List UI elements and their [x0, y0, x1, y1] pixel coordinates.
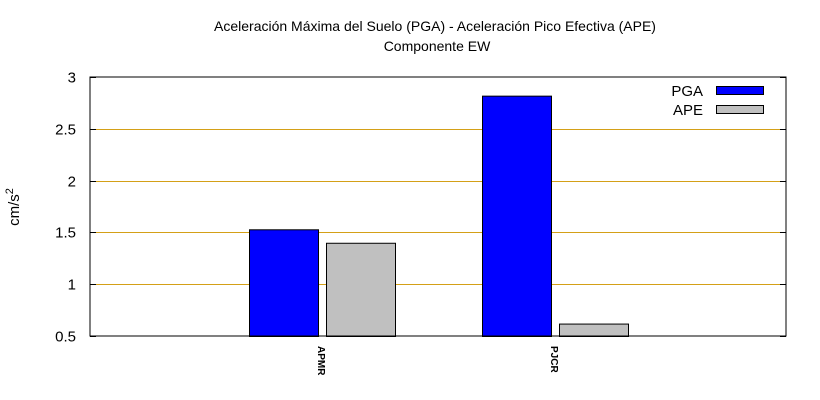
- legend-swatch-ape: [716, 105, 764, 114]
- bar-ape-pjcr: [559, 323, 629, 337]
- y-tick-label: 2.5: [55, 122, 76, 139]
- legend-label-ape: APE: [673, 102, 703, 119]
- bars: [249, 95, 629, 338]
- chart-subtitle: Componente EW: [384, 38, 491, 54]
- x-axis-categories: APMR PJCR: [315, 346, 559, 376]
- y-tick-label: 1.5: [55, 225, 76, 242]
- y-tick-label: 3: [68, 70, 76, 87]
- chart-title: Aceleración Máxima del Suelo (PGA) - Ace…: [214, 18, 656, 34]
- bar-pga-apmr: [249, 229, 319, 338]
- bar-pga-pjcr: [482, 95, 552, 338]
- y-axis-label-base: cm/s: [6, 194, 23, 226]
- y-axis-ticks: 0.5 1 1.5 2 2.5 3: [55, 70, 786, 346]
- x-category-label: APMR: [315, 346, 326, 376]
- legend-swatch-pga: [716, 86, 764, 95]
- legend: PGA APE: [671, 83, 764, 119]
- bar-ape-apmr: [326, 242, 396, 337]
- y-tick-label: 0.5: [55, 329, 76, 346]
- y-tick-label: 2: [68, 174, 76, 191]
- grid-lines: [90, 129, 786, 285]
- y-axis-label: cm/s2: [4, 188, 23, 226]
- y-axis-label-exponent: 2: [4, 188, 16, 194]
- plot-frame: [89, 76, 787, 337]
- legend-label-pga: PGA: [671, 83, 703, 100]
- y-tick-label: 1: [68, 277, 76, 294]
- x-category-label: PJCR: [548, 346, 559, 373]
